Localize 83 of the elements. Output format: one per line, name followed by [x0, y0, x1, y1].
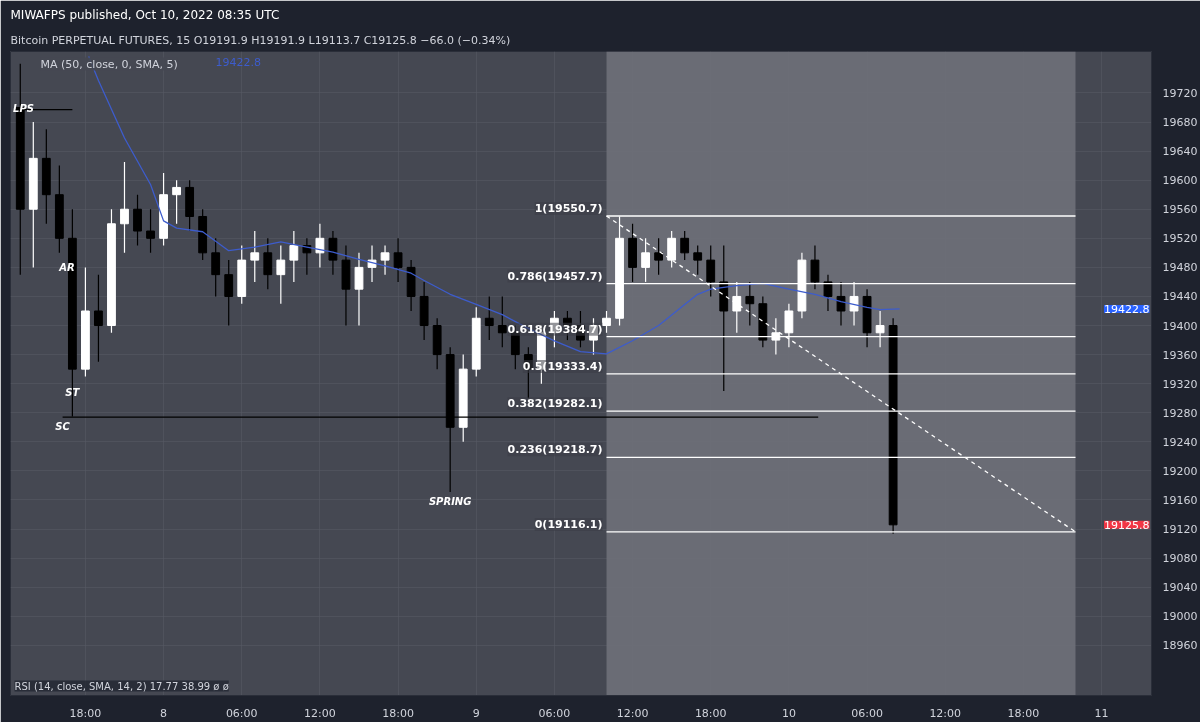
y-tick-label: 19080	[1162, 552, 1198, 566]
x-tick-label: 9	[472, 706, 480, 720]
y-tick-label: 19160	[1162, 493, 1198, 507]
candlestick	[263, 237, 273, 290]
x-tick-label: 18:00	[69, 706, 102, 720]
y-tick-label: 19640	[1162, 145, 1198, 159]
candlestick	[315, 223, 325, 268]
series-label: 0.236(19218.7)	[507, 443, 603, 457]
y-tick-label: 19280	[1162, 406, 1198, 420]
y-tick-label: 19720	[1162, 86, 1198, 100]
x-tick-label: 8	[160, 706, 168, 720]
chart-title: MIWAFPS published, Oct 10, 2022 08:35 UTC	[10, 7, 280, 22]
candlestick	[745, 281, 755, 327]
candlestick	[810, 244, 820, 290]
candlestick	[823, 274, 833, 312]
candlestick	[94, 274, 103, 363]
candlestick	[289, 230, 299, 283]
annotation: 19422.8	[215, 55, 261, 69]
x-tick-label: 12:00	[616, 706, 649, 720]
candlestick	[250, 230, 260, 283]
annotation: 19422.8	[1104, 302, 1150, 316]
candlestick	[367, 244, 377, 283]
y-tick-label: 19520	[1162, 232, 1198, 246]
series-label: 0(19116.1)	[534, 517, 603, 531]
candlestick	[133, 194, 142, 247]
x-tick-label: 06:00	[538, 706, 571, 720]
y-tick-label: 19600	[1162, 174, 1198, 188]
candlestick	[393, 237, 403, 283]
candlestick	[693, 244, 703, 276]
x-tick-label: 12:00	[304, 706, 336, 720]
y-tick-label: 19000	[1162, 610, 1198, 624]
x-tick-label: 06:00	[225, 706, 258, 720]
candlestick	[224, 259, 234, 327]
candlestick	[172, 179, 182, 225]
y-tick-label: 19560	[1162, 203, 1198, 217]
series-label: 1(19550.7)	[534, 201, 603, 215]
y-tick-label: 19360	[1162, 348, 1198, 362]
y-tick-label: 18960	[1162, 639, 1198, 653]
series-label: 0.618(19384.7)	[507, 322, 603, 336]
candlestick	[328, 230, 338, 276]
x-tick-label: 11	[1094, 706, 1109, 720]
line-series	[88, 55, 901, 355]
x-tick-label: 10	[781, 706, 796, 720]
candlestick	[276, 244, 286, 305]
series-label: 0.382(19282.1)	[507, 397, 603, 411]
chart-subtitle: Bitcoin PERPETUAL FUTURES, 15 O19191.9 H19191.9 L19113.7 C19125.8 −66.0 (−0.34%)	[10, 33, 511, 47]
x-tick-label: 18:00	[1007, 706, 1040, 720]
candlestick	[836, 281, 846, 327]
annotation: ST	[65, 386, 81, 398]
annotation: MA (50, close, 0, SMA, 5)	[40, 57, 178, 71]
annotation: RSI (14, close, SMA, 14, 2) 17.77 38.99 ø ø	[14, 680, 229, 692]
candlestick	[602, 310, 611, 334]
y-tick-label: 19400	[1162, 319, 1198, 333]
candlestick	[354, 252, 364, 327]
annotation: LPS	[13, 103, 34, 115]
candlestick	[380, 244, 390, 276]
candlestick	[484, 295, 494, 341]
y-tick-label: 19040	[1162, 581, 1198, 595]
y-tick-label: 19200	[1162, 464, 1198, 478]
candlestick	[706, 244, 716, 298]
y-tick-label: 19440	[1162, 290, 1198, 304]
series-label: 0.786(19457.7)	[507, 269, 603, 283]
x-tick-label: 18:00	[694, 706, 727, 720]
annotation: AR	[58, 261, 75, 273]
y-tick-label: 19240	[1162, 435, 1198, 449]
annotation: 19125.8	[1104, 518, 1150, 532]
candlestick	[211, 237, 221, 298]
candlestick	[146, 208, 155, 254]
candlestick	[667, 230, 677, 268]
candlestick	[497, 295, 507, 348]
candlestick	[680, 230, 690, 261]
series-label: 0.5(19333.4)	[522, 359, 603, 373]
x-tick-label: 18:00	[382, 706, 414, 720]
x-tick-label: 12:00	[929, 706, 962, 720]
annotation: SPRING	[428, 495, 472, 507]
y-tick-label: 19320	[1162, 377, 1198, 391]
candlestick	[120, 161, 129, 254]
y-tick-label: 19120	[1162, 523, 1198, 537]
x-tick-label: 06:00	[851, 706, 883, 720]
y-tick-label: 19680	[1162, 116, 1198, 130]
annotation: SC	[55, 421, 71, 433]
candlestick	[654, 237, 664, 276]
y-tick-label: 19480	[1162, 261, 1198, 275]
